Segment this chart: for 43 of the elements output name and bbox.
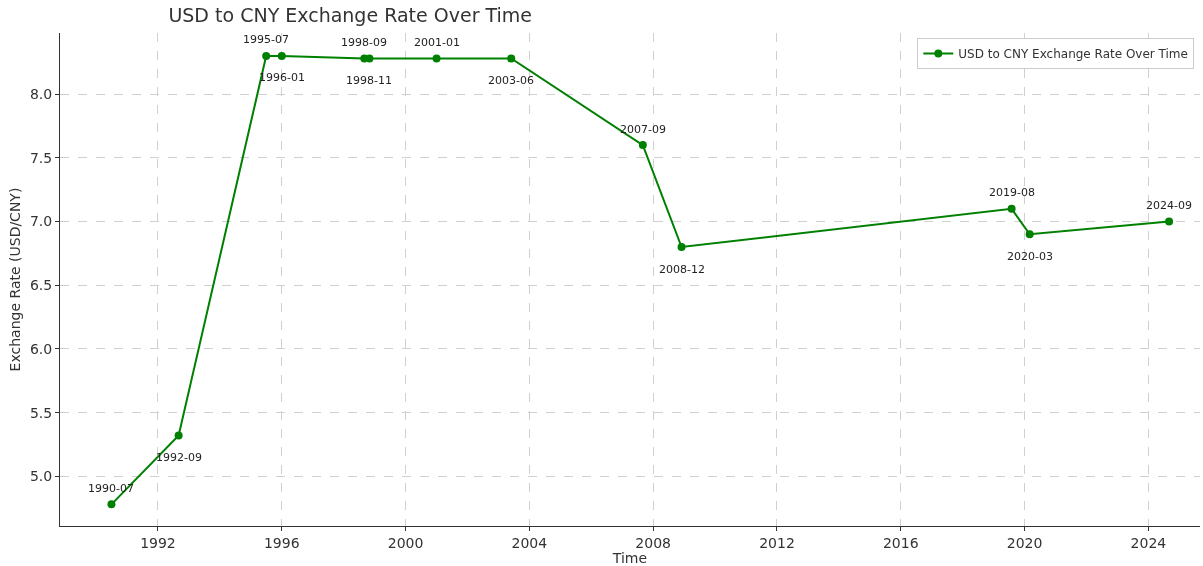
point xyxy=(262,51,271,60)
x-tick-label: 2024 xyxy=(1130,534,1167,551)
point xyxy=(638,141,647,150)
point xyxy=(1165,217,1174,226)
chart-title: USD to CNY Exchange Rate Over Time xyxy=(168,3,533,26)
annotation: 2020-03 xyxy=(1007,250,1053,263)
y-tick-label: 6.5 xyxy=(29,277,53,294)
x-tick-label: 1996 xyxy=(263,534,300,551)
x-tick-label: 2004 xyxy=(511,534,548,551)
x-axis-title: Time xyxy=(611,550,648,566)
point xyxy=(1007,204,1016,213)
x-tick-label: 2016 xyxy=(882,534,919,551)
y-tick-label: 5.0 xyxy=(29,468,53,485)
x-tick-label: 2020 xyxy=(1006,534,1043,551)
annotation: 1998-09 xyxy=(341,36,387,49)
annotation: 2024-09 xyxy=(1146,199,1192,212)
point xyxy=(507,54,516,63)
annotation: 1995-07 xyxy=(243,33,289,46)
x-tick-label: 1992 xyxy=(140,534,176,551)
point xyxy=(365,54,374,63)
annotation: 2007-09 xyxy=(620,123,666,136)
annotation: 2003-06 xyxy=(488,74,534,87)
y-tick-label: 5.5 xyxy=(29,404,53,421)
point xyxy=(277,51,286,60)
legend-label: USD to CNY Exchange Rate Over Time xyxy=(958,47,1188,62)
x-tick-label: 2000 xyxy=(387,534,424,551)
annotation: 1998-11 xyxy=(346,74,392,87)
annotation: 2001-01 xyxy=(414,36,460,49)
point xyxy=(107,500,116,509)
y-axis-title: Exchange Rate (USD/CNY) xyxy=(6,187,23,372)
y-tick-label: 7.0 xyxy=(29,213,53,230)
point xyxy=(677,243,686,252)
y-tick-label: 6.0 xyxy=(29,340,53,357)
point xyxy=(432,54,441,63)
y-tick-label: 7.5 xyxy=(29,149,53,166)
point xyxy=(174,431,183,440)
y-tick-label: 8.0 xyxy=(29,86,53,103)
x-tick-label: 2008 xyxy=(635,534,671,551)
annotation: 2019-08 xyxy=(989,186,1035,199)
point xyxy=(1025,230,1034,239)
annotation: 1992-09 xyxy=(156,451,202,464)
annotation: 2008-12 xyxy=(659,263,705,276)
x-tick-label: 2012 xyxy=(759,534,795,551)
